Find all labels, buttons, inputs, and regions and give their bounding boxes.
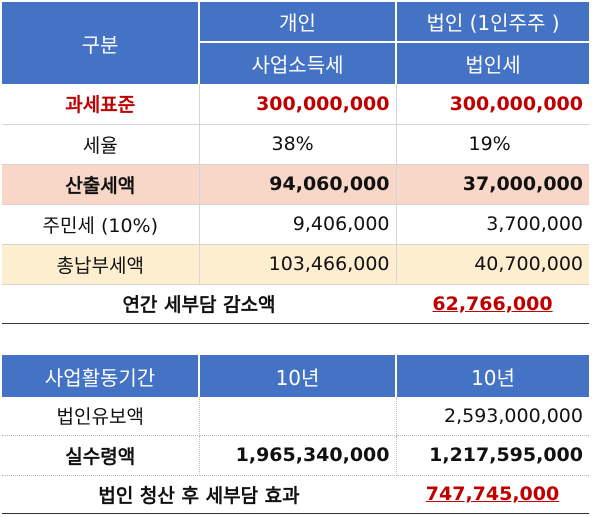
row-label-tax-base: 과세표준 <box>2 84 200 125</box>
header-category: 구분 <box>2 2 200 84</box>
header-business-period: 사업활동기간 <box>2 355 200 397</box>
liquidation-table: 사업활동기간 10년 10년 법인유보액 2,593,000,000 실수령액 … <box>2 355 589 514</box>
row-label-tax-rate: 세율 <box>2 124 200 165</box>
header-corporate-tax: 법인세 <box>396 42 589 84</box>
summary-value-annual-tax-reduction: 62,766,000 <box>396 284 589 324</box>
cell-corporate-retained-earnings: 2,593,000,000 <box>396 397 589 436</box>
summary-label-annual-tax-reduction: 연간 세부담 감소액 <box>2 284 396 324</box>
row-label-resident-tax: 주민세 (10%) <box>2 204 200 245</box>
cell-individual-net-receipt: 1,965,340,000 <box>199 435 397 476</box>
cell-individual-retained-earnings <box>199 397 397 436</box>
cell-corporate-tax-rate: 19% <box>396 124 589 165</box>
cell-individual-tax-base: 300,000,000 <box>199 84 397 125</box>
cell-corporate-tax-base: 300,000,000 <box>396 84 589 125</box>
tax-comparison-table: 구분 개인 법인 (1인주주 ) 사업소득세 법인세 과세표준 300,000,… <box>2 2 589 324</box>
header-individual-period: 10년 <box>199 355 397 397</box>
header-individual-tax: 사업소득세 <box>199 42 397 84</box>
row-label-total-tax: 총납부세액 <box>2 244 200 285</box>
row-label-retained-earnings: 법인유보액 <box>2 397 200 436</box>
row-label-net-receipt: 실수령액 <box>2 435 200 476</box>
cell-corporate-total-tax: 40,700,000 <box>396 244 589 285</box>
cell-corporate-resident-tax: 3,700,000 <box>396 204 589 245</box>
header-corporate: 법인 (1인주주 ) <box>396 2 589 43</box>
summary-label-liquidation-effect: 법인 청산 후 세부담 효과 <box>2 475 396 514</box>
cell-individual-tax-rate: 38% <box>199 124 397 165</box>
header-corporate-period: 10년 <box>396 355 589 397</box>
row-label-calculated-tax: 산출세액 <box>2 164 200 205</box>
cell-individual-resident-tax: 9,406,000 <box>199 204 397 245</box>
header-individual: 개인 <box>199 2 397 43</box>
summary-value-liquidation-effect: 747,745,000 <box>396 475 589 514</box>
cell-corporate-net-receipt: 1,217,595,000 <box>396 435 589 476</box>
cell-individual-calculated-tax: 94,060,000 <box>199 164 397 205</box>
cell-corporate-calculated-tax: 37,000,000 <box>396 164 589 205</box>
cell-individual-total-tax: 103,466,000 <box>199 244 397 285</box>
